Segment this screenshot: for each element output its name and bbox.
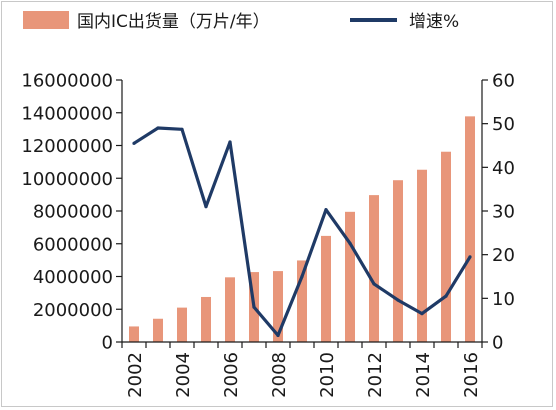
bar-2008 <box>273 271 283 342</box>
x-tick-label: 2010 <box>317 352 338 398</box>
bar-2002 <box>129 326 139 342</box>
bar-2016 <box>465 116 475 342</box>
right-tick-label: 40 <box>492 158 515 179</box>
growth-point-2014 <box>420 312 424 316</box>
growth-point-2012 <box>372 282 376 286</box>
left-axis: 0 2000000 4000000 6000000 8000000 10000000 120… <box>21 71 123 354</box>
left-tick-label: 8000000 <box>33 202 113 223</box>
legend-bar-label: 国内IC出货量（万片/年） <box>77 12 270 32</box>
bar-2003 <box>153 318 163 342</box>
left-tick-label: 16000000 <box>21 71 113 92</box>
x-axis: 2002 2004 2006 2008 2010 2012 2014 2016 <box>121 341 483 398</box>
left-tick-label: 10000000 <box>21 169 113 190</box>
x-tick-label: 2014 <box>413 352 434 398</box>
growth-point-2003 <box>156 126 160 130</box>
growth-point-2009 <box>300 274 304 279</box>
left-tick-label: 0 <box>102 333 113 354</box>
x-tick-label: 2016 <box>461 352 482 398</box>
bar-2015 <box>441 151 451 342</box>
growth-point-2015 <box>444 294 448 298</box>
right-tick-label: 60 <box>492 71 515 92</box>
bar-2009 <box>297 260 307 342</box>
growth-point-2013 <box>396 298 400 302</box>
growth-point-2007 <box>252 305 256 309</box>
bar-2014 <box>417 169 427 342</box>
right-tick-label: 30 <box>492 202 515 223</box>
bar-2011 <box>345 211 355 342</box>
bar-2013 <box>393 180 403 342</box>
growth-point-2004 <box>180 127 184 131</box>
bar-2012 <box>369 195 379 342</box>
legend-line-label: 增速% <box>409 12 459 32</box>
line-series <box>132 126 472 338</box>
left-tick-label: 4000000 <box>33 267 113 288</box>
x-tick-label: 2008 <box>269 352 290 398</box>
x-tick-label: 2004 <box>173 352 194 398</box>
bar-2004 <box>177 307 187 342</box>
legend: 国内IC出货量（万片/年） 增速% <box>23 11 459 32</box>
right-tick-label: 50 <box>492 114 515 135</box>
bar-2005 <box>201 296 211 342</box>
bar-2006 <box>225 277 235 342</box>
left-tick-label: 14000000 <box>21 103 113 124</box>
right-tick-label: 10 <box>492 289 515 310</box>
right-axis: 0 10 20 30 40 50 60 <box>481 71 515 354</box>
legend-bar-swatch <box>23 11 69 29</box>
left-tick-label: 2000000 <box>33 300 113 321</box>
growth-point-2010 <box>324 208 328 212</box>
x-tick-label: 2006 <box>221 352 242 398</box>
x-tick-label: 2012 <box>365 352 386 398</box>
growth-point-2008 <box>276 333 280 338</box>
right-tick-label: 20 <box>492 245 515 266</box>
bar-series <box>129 116 475 342</box>
right-tick-label: 0 <box>492 333 503 354</box>
growth-point-2011 <box>348 241 352 245</box>
left-tick-label: 12000000 <box>21 136 113 157</box>
x-tick-label: 2002 <box>125 352 146 398</box>
growth-point-2002 <box>132 141 136 145</box>
growth-point-2005 <box>204 205 208 209</box>
growth-point-2006 <box>228 140 232 144</box>
left-tick-label: 6000000 <box>33 234 113 255</box>
bar-2010 <box>321 235 331 342</box>
growth-point-2016 <box>468 255 472 259</box>
